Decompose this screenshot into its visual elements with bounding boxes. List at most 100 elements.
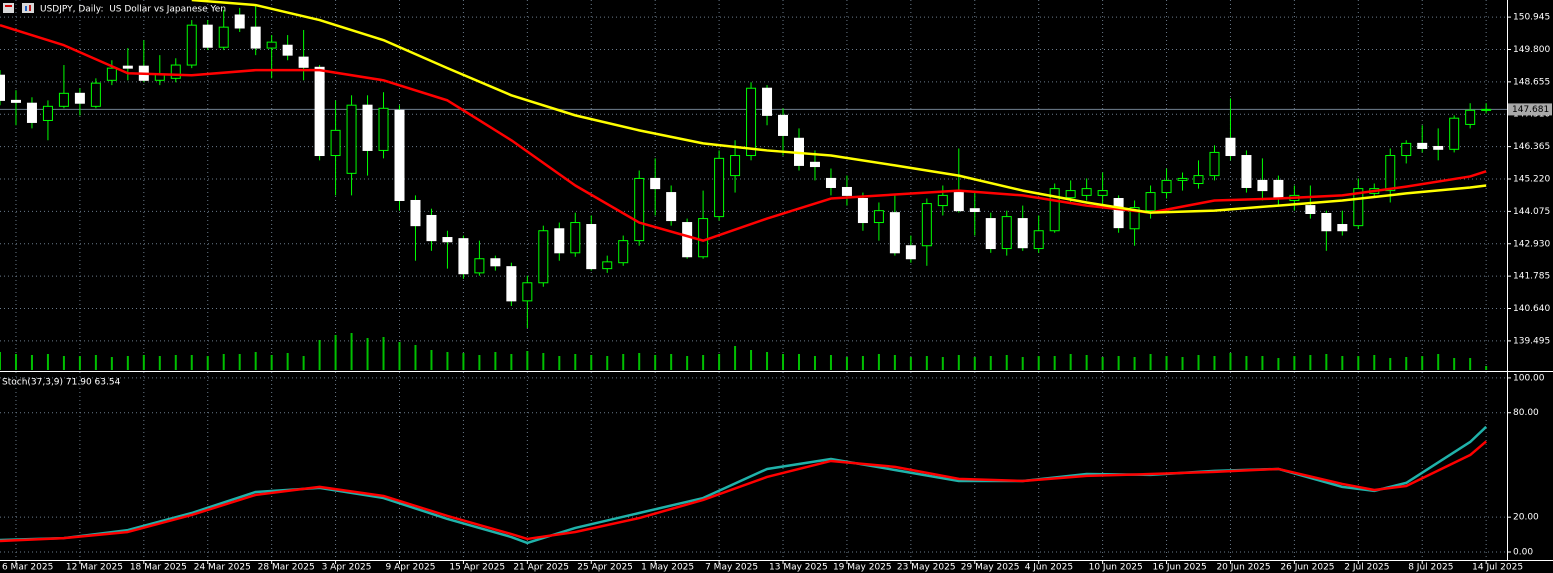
candle-body — [841, 186, 852, 196]
candle-body — [1257, 179, 1268, 192]
candle-body — [1145, 192, 1156, 212]
volume-bar — [1165, 356, 1168, 370]
volume-bar — [30, 355, 33, 370]
candle-body — [1081, 188, 1092, 196]
candle-body — [666, 192, 677, 222]
chart-title: USDJPY, Daily: US Dollar vs Japanese Yen — [40, 5, 226, 15]
volume-bar — [0, 352, 1, 370]
candle-body — [58, 92, 69, 107]
candle-body — [1449, 117, 1460, 150]
plot-area — [0, 0, 1507, 370]
x-tick-label: 4 Jun 2025 — [1025, 563, 1073, 573]
x-tick-label: 10 Jun 2025 — [1089, 563, 1143, 573]
volume-bar — [222, 354, 225, 370]
volume-bar — [1373, 355, 1376, 370]
volume-bar — [1293, 356, 1296, 370]
x-tick-label: 28 Mar 2025 — [258, 563, 315, 573]
candle-body — [570, 222, 581, 254]
volume-bar — [510, 354, 513, 370]
candle-body — [1049, 188, 1060, 232]
volume-bar — [494, 352, 497, 370]
x-tick-label: 14 Jul 2025 — [1472, 563, 1523, 573]
volume-bar — [526, 351, 529, 370]
volume-bar — [302, 356, 305, 370]
candle-body — [1481, 108, 1492, 111]
candle-body — [857, 198, 868, 224]
candle-body — [250, 26, 261, 49]
volume-bar — [782, 354, 785, 370]
volume-bar — [78, 356, 81, 370]
icon — [25, 6, 27, 11]
candle-body — [602, 261, 613, 270]
candle-body — [650, 177, 661, 190]
line — [0, 440, 1487, 543]
candle-body — [554, 228, 565, 254]
x-tick-label: 13 May 2025 — [769, 563, 828, 573]
x-tick-label: 1 May 2025 — [641, 563, 694, 573]
candle-body — [1065, 190, 1076, 199]
volume-bar — [206, 356, 209, 370]
candle-body — [1113, 198, 1124, 229]
volume-bar — [1037, 356, 1040, 370]
last-price-label: 147.681 — [1512, 105, 1549, 115]
volume-bar — [702, 355, 705, 370]
x-tick-label: 29 May 2025 — [961, 563, 1020, 573]
volume-bar — [1181, 357, 1184, 370]
candle-body — [1401, 142, 1412, 157]
volume-bar — [829, 355, 832, 370]
volume-bar — [1053, 356, 1056, 370]
x-tick-label: 18 Mar 2025 — [130, 563, 187, 573]
volume-bar — [1389, 358, 1392, 370]
volume-bar — [1229, 353, 1232, 370]
y-tick-label: 149.800 — [1513, 45, 1550, 55]
candle-body — [490, 258, 501, 267]
volume-bar — [46, 354, 49, 370]
candle-body — [1305, 205, 1316, 214]
icon — [29, 5, 31, 11]
line — [0, 23, 1487, 242]
candle-body — [762, 87, 773, 116]
volume-bar — [1261, 356, 1264, 370]
candle-body — [1193, 175, 1204, 185]
volume-bar — [462, 353, 465, 370]
y-tick-label: 141.785 — [1513, 272, 1550, 282]
plot-area — [0, 425, 1488, 545]
volume-bar — [1421, 356, 1424, 370]
volume-bar — [62, 356, 65, 370]
volume-bar — [414, 345, 417, 370]
candle-body — [42, 105, 53, 121]
candle-body — [170, 64, 181, 79]
candle-body — [394, 109, 405, 201]
volume-bar — [254, 352, 257, 370]
candle-body — [1353, 188, 1364, 227]
candle-body — [506, 266, 517, 302]
candle-body — [1241, 155, 1252, 188]
candle-body — [298, 56, 309, 68]
candle-body — [522, 282, 533, 302]
candle-body — [282, 44, 293, 56]
candle-body — [778, 114, 789, 136]
volume-bar — [989, 356, 992, 370]
x-tick-label: 25 Apr 2025 — [577, 563, 633, 573]
candle-body — [410, 199, 421, 227]
volume-bar — [718, 354, 721, 370]
volume-bar — [142, 355, 145, 370]
candle-body — [905, 245, 916, 260]
volume-bar — [1325, 354, 1328, 370]
y-tick-label: 146.365 — [1513, 142, 1550, 152]
volume-bar — [1101, 357, 1104, 370]
candle-body — [474, 258, 485, 274]
candle-body — [106, 67, 117, 81]
indicator-title: Stoch(37,3,9) 71.90 63.54 — [2, 378, 121, 388]
candle-body — [1417, 142, 1428, 149]
candle-body — [969, 208, 980, 213]
volume-bar — [893, 355, 896, 370]
candle-body — [586, 224, 597, 270]
candle-body — [26, 102, 37, 123]
volume-bar — [1069, 354, 1072, 370]
candle-body — [442, 237, 453, 243]
volume-bar — [366, 338, 369, 370]
volume-bar — [813, 356, 816, 370]
x-tick-label: 26 Jun 2025 — [1280, 563, 1334, 573]
